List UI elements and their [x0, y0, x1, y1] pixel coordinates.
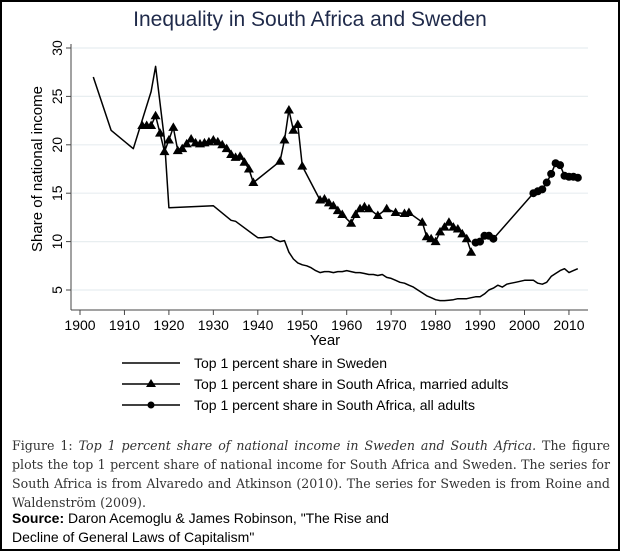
y-tick-label: 15	[49, 185, 65, 201]
data-point-triangle	[350, 209, 361, 218]
y-axis-label: Share of national income	[29, 86, 46, 252]
legend-circle-icon	[122, 401, 180, 408]
data-point-triangle	[372, 210, 383, 219]
data-point-triangle	[363, 203, 374, 213]
caption-prefix: Figure 1:	[12, 438, 73, 453]
source-note: Source: Daron Acemoglu & James Robinson,…	[12, 509, 432, 547]
data-point-triangle	[150, 110, 161, 120]
data-point-triangle	[328, 200, 339, 210]
data-point-triangle	[235, 151, 246, 160]
source-text: Daron Acemoglu & James Robinson, "The Ri…	[12, 510, 389, 545]
data-point-triangle	[186, 133, 197, 143]
x-tick-labels: 1900 1910 1920 1930 1940 1950 1960 1970 1980 1990…	[64, 317, 584, 333]
x-tick-label: 1970	[376, 317, 407, 333]
legend-label: Top 1 percent share in South Africa, mar…	[194, 375, 509, 392]
data-point-triangle	[239, 157, 250, 166]
data-point-triangle	[288, 125, 299, 134]
data-point-triangle	[319, 194, 330, 203]
data-point-triangle	[390, 207, 401, 217]
data-point-triangle	[461, 233, 472, 243]
data-point-triangle	[221, 143, 232, 153]
x-tick-label: 2010	[553, 317, 584, 333]
x-tick-label: 1910	[109, 317, 140, 333]
data-point-circle	[573, 173, 582, 182]
x-tick-label: 1920	[153, 317, 184, 333]
legend: Top 1 percent share in Sweden Top 1 perc…	[120, 352, 508, 415]
data-point-triangle	[177, 143, 188, 153]
x-tick-label: 1990	[464, 317, 495, 333]
y-tick-labels: 5 10 15 20 25 30	[49, 40, 65, 294]
x-tick-label: 1980	[420, 317, 451, 333]
data-point-triangle	[283, 104, 294, 114]
data-point-triangle	[417, 217, 428, 226]
gridlines	[72, 47, 588, 291]
data-point-triangle	[181, 138, 192, 148]
figure-caption: Figure 1: Top 1 percent share of nationa…	[12, 436, 610, 512]
data-point-triangle	[292, 119, 303, 128]
x-tick-label: 1900	[64, 317, 95, 333]
data-point-triangle	[168, 122, 179, 131]
data-point-triangle	[159, 146, 170, 156]
caption-italic-title: Top 1 percent share of national income i…	[78, 438, 537, 453]
data-point-triangle	[403, 207, 414, 217]
series-0	[92, 65, 579, 302]
data-point-triangle	[346, 218, 357, 227]
data-point-circle	[476, 237, 485, 246]
data-point-triangle	[457, 228, 468, 238]
series-1	[137, 104, 477, 256]
x-tick-label: 1960	[331, 317, 362, 333]
data-point-triangle	[381, 203, 392, 213]
source-label: Source:	[12, 510, 65, 526]
data-point-triangle	[275, 156, 286, 165]
data-point-triangle	[243, 164, 254, 173]
legend-label: Top 1 percent share in South Africa, all…	[194, 396, 475, 413]
data-point-triangle	[146, 120, 157, 129]
data-point-triangle	[248, 177, 259, 187]
y-tick-label: 30	[49, 40, 65, 56]
data-point-circle	[489, 234, 498, 243]
data-point-triangle	[332, 205, 343, 215]
y-tick-label: 25	[49, 88, 65, 104]
data-point-circle	[547, 169, 556, 178]
data-point-triangle	[217, 139, 228, 149]
data-point-triangle	[155, 128, 166, 137]
x-axis-label: Year	[310, 332, 340, 349]
legend-item-sa-married: Top 1 percent share in South Africa, mar…	[120, 373, 508, 394]
data-point-triangle	[337, 209, 348, 218]
axes	[66, 44, 588, 315]
y-tick-label: 5	[49, 286, 65, 294]
data-point-triangle	[435, 226, 446, 236]
data-point-triangle	[279, 134, 290, 144]
x-tick-label: 1940	[242, 317, 273, 333]
series-group	[92, 65, 582, 302]
data-point-triangle	[297, 161, 308, 170]
data-point-circle	[538, 185, 547, 194]
y-tick-label: 10	[49, 234, 65, 250]
legend-triangle-icon	[122, 378, 180, 387]
legend-line-icon	[122, 361, 180, 364]
chart-title: Inequality in South Africa and Sweden	[133, 8, 487, 31]
legend-item-sa-all: Top 1 percent share in South Africa, all…	[120, 394, 508, 415]
data-point-triangle	[466, 247, 477, 256]
legend-item-sweden: Top 1 percent share in Sweden	[120, 352, 508, 373]
y-tick-label: 20	[49, 137, 65, 153]
series-line	[92, 65, 579, 302]
x-tick-label: 2000	[509, 317, 540, 333]
series-2	[471, 159, 582, 247]
data-point-triangle	[439, 222, 450, 231]
data-point-triangle	[430, 236, 441, 246]
x-tick-label: 1950	[287, 317, 318, 333]
x-tick-label: 1930	[198, 317, 229, 333]
series-line	[142, 109, 472, 253]
caption-body: The figure plots the top 1 percent share…	[12, 438, 610, 510]
legend-label: Top 1 percent share in Sweden	[194, 354, 388, 371]
data-point-circle	[556, 161, 565, 170]
data-point-triangle	[163, 134, 174, 144]
data-point-circle	[542, 178, 551, 187]
data-point-triangle	[443, 217, 454, 226]
data-point-triangle	[452, 224, 463, 233]
